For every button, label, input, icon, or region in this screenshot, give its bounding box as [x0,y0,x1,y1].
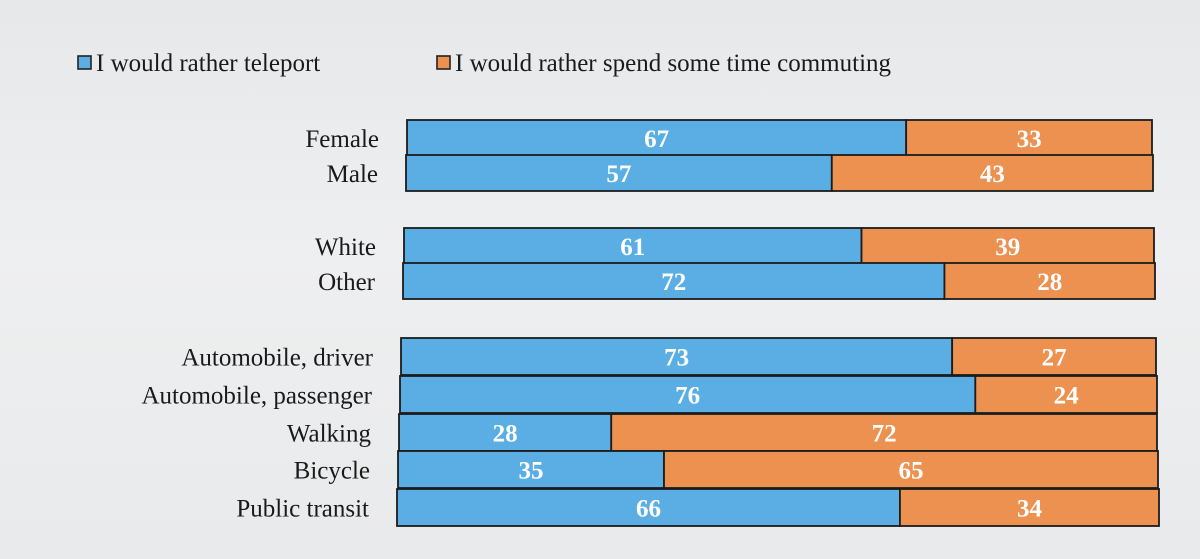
bar-public-transit-series-2 [899,488,1160,527]
bar-row-white: White 61 39 [315,227,1155,265]
bar-female-series-1 [406,119,908,157]
category-label-automobile-passenger: Automobile, passenger [141,383,372,410]
bar-row-female: Female 67 33 [305,119,1153,157]
value-label-bicycle-series-1: 35 [519,458,544,485]
bar-automobile-passenger-series-2 [974,375,1158,414]
bar-automobile-driver-series-2 [951,337,1157,376]
value-label-walking-series-2: 72 [872,421,897,448]
category-label-bicycle: Bicycle [294,458,370,485]
bar-male-series-1 [405,154,833,192]
value-label-male-series-1: 57 [606,161,631,188]
bar-row-other: Other 72 28 [318,262,1156,300]
legend-label-1: I would rather teleport [96,50,320,77]
bar-white-series-2 [860,227,1155,265]
value-label-public-transit-series-1: 66 [636,496,661,523]
bar-walking-series-2 [610,413,1158,452]
legend-swatch-1 [77,55,92,70]
bar-row-walking: Walking 28 72 [287,413,1158,452]
bar-row-public-transit: Public transit 66 34 [236,488,1160,527]
value-label-automobile-driver-series-2: 27 [1042,345,1067,372]
legend: I would rather teleport I would rather sp… [77,50,892,77]
value-label-other-series-1: 72 [661,269,686,296]
value-label-automobile-passenger-series-2: 24 [1054,383,1080,410]
value-label-automobile-passenger-series-1: 76 [675,383,700,410]
category-label-walking: Walking [287,421,372,448]
category-label-male: Male [327,161,378,188]
value-label-public-transit-series-2: 34 [1017,496,1043,523]
bar-public-transit-series-1 [396,488,901,527]
value-label-other-series-2: 28 [1037,269,1062,296]
value-label-automobile-driver-series-1: 73 [664,345,689,372]
category-label-white: White [315,234,376,261]
category-label-automobile-driver: Automobile, driver [181,345,373,372]
bar-row-automobile-passenger: Automobile, passenger 76 24 [141,375,1158,414]
bar-other-series-1 [402,262,946,300]
category-label-female: Female [305,126,379,153]
bar-male-series-2 [830,154,1154,192]
legend-label-2: I would rather spend some time commuting [455,50,892,77]
legend-swatch-2 [436,55,451,70]
value-label-female-series-1: 67 [644,126,669,153]
category-label-public-transit: Public transit [236,496,369,523]
bars: Female 67 33 Male 57 43 White 61 39 Other 72 28 Auto… [141,119,1160,527]
value-label-bicycle-series-2: 65 [899,458,924,485]
bar-bicycle-series-2 [663,450,1159,489]
value-label-female-series-2: 33 [1017,126,1042,153]
bar-row-automobile-driver: Automobile, driver 73 27 [181,337,1157,376]
value-label-white-series-1: 61 [620,234,645,261]
bar-other-series-2 [943,262,1156,300]
value-label-male-series-2: 43 [980,161,1005,188]
value-label-white-series-2: 39 [995,234,1020,261]
bar-row-bicycle: Bicycle 35 65 [294,450,1159,489]
bar-female-series-2 [905,119,1153,157]
category-label-other: Other [318,269,376,296]
bar-row-male: Male 57 43 [327,154,1154,192]
bar-automobile-driver-series-1 [400,337,954,376]
value-label-walking-series-1: 28 [493,421,518,448]
